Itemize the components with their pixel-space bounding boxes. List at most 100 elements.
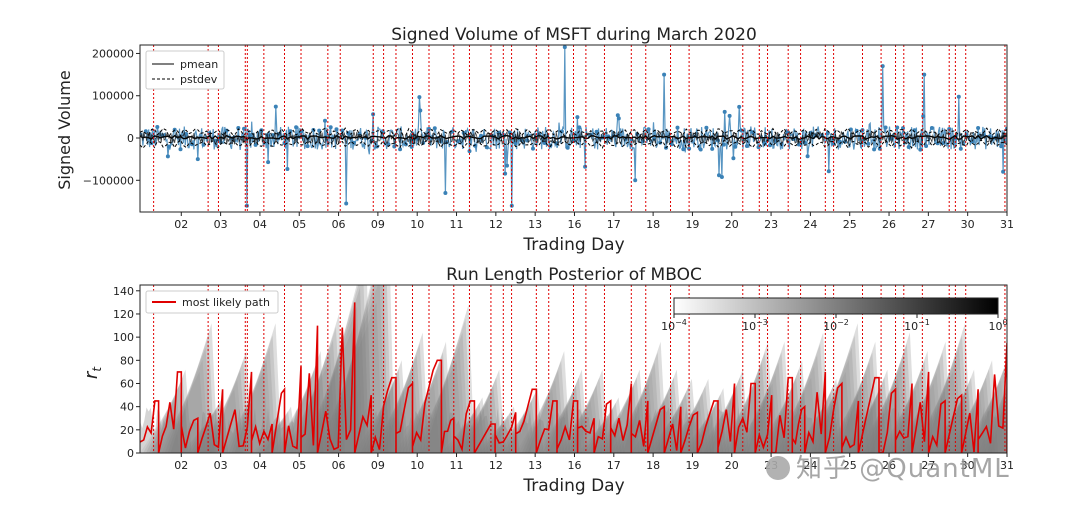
- top-y-tick-label: 100000: [92, 90, 134, 103]
- posterior-fan: [415, 346, 466, 453]
- bottom-x-tick-label: 27: [921, 459, 935, 472]
- posterior-fan: [521, 370, 565, 453]
- signed-volume-point: [294, 125, 299, 130]
- signed-volume-point: [165, 154, 170, 159]
- posterior-fan: [398, 373, 443, 453]
- signed-volume-point: [633, 178, 638, 183]
- posterior-fan: [918, 347, 966, 453]
- posterior-fan: [518, 379, 562, 453]
- bottom-x-tick-label: 20: [725, 459, 739, 472]
- signed-volume-point: [737, 104, 742, 109]
- signed-volume-point: [344, 201, 349, 206]
- top-legend: pmean pstdev: [145, 50, 225, 90]
- signed-volume-point: [583, 164, 588, 169]
- posterior-fan: [536, 400, 576, 453]
- posterior-fan: [631, 400, 671, 453]
- bottom-y-tick-label: 0: [127, 447, 134, 460]
- signed-volume-point: [733, 144, 738, 149]
- top-x-tick-label: 30: [961, 218, 975, 231]
- signed-volume-point: [744, 144, 749, 148]
- signed-volume-point: [288, 129, 293, 134]
- bottom-y-tick-label: 120: [113, 308, 134, 321]
- bottom-x-tick-label: 19: [685, 459, 699, 472]
- bottom-chart-title: Run Length Posterior of MBOC: [446, 265, 702, 285]
- signed-volume-point: [731, 156, 736, 161]
- signed-volume-point: [266, 160, 271, 165]
- colorbar-tick-label: 10−1: [904, 318, 930, 333]
- colorbar-tick-label: 100: [988, 318, 1007, 333]
- posterior-fan: [254, 419, 288, 453]
- signed-volume-point: [719, 175, 724, 179]
- posterior-fan: [653, 392, 692, 453]
- bottom-x-tick-label: 25: [843, 459, 857, 472]
- bottom-plot-area: 0 20 40 60 80 100 120 140 02 03 04 05 06 09 10 11 12 13 16…: [113, 284, 1014, 472]
- signed-volume-point: [956, 94, 961, 99]
- signed-volume-point: [351, 140, 356, 145]
- posterior-fan: [161, 359, 209, 453]
- most-likely-path-line: [140, 302, 1007, 453]
- posterior-fan: [888, 360, 931, 453]
- watermark: 知乎 @QuantML: [766, 448, 1010, 485]
- posterior-fan: [764, 369, 806, 453]
- top-legend-label: pmean: [180, 58, 218, 71]
- top-x-tick-label: 13: [528, 218, 542, 231]
- top-x-tick-label: 10: [410, 218, 424, 231]
- top-x-tick-label: 16: [567, 218, 581, 231]
- signed-volume-point: [562, 45, 567, 50]
- signed-volume-point: [403, 142, 408, 147]
- posterior-fan: [647, 406, 686, 453]
- posterior-fan: [706, 377, 746, 453]
- top-x-tick-label: 04: [253, 218, 267, 231]
- signed-volume-point: [918, 147, 923, 152]
- top-x-tick-label: 05: [292, 218, 306, 231]
- bottom-y-tick-label: 40: [120, 401, 134, 414]
- signed-volume-point: [1001, 169, 1006, 174]
- posterior-fan: [483, 411, 517, 453]
- posterior-fan: [164, 347, 212, 453]
- bottom-x-tick-label: 05: [292, 459, 306, 472]
- posterior-fan: [954, 369, 996, 453]
- bottom-x-tick-label: 18: [646, 459, 660, 472]
- signed-volume-point: [646, 127, 651, 132]
- signed-volume-point: [921, 114, 926, 119]
- posterior-fan: [383, 332, 429, 453]
- posterior-fan: [870, 332, 916, 453]
- posterior-fan: [363, 369, 405, 453]
- posterior-fan: [841, 400, 882, 453]
- signed-volume-point: [467, 149, 472, 154]
- bottom-y-tick-label: 60: [120, 377, 134, 390]
- posterior-fan: [792, 406, 831, 453]
- posterior-fan: [453, 397, 489, 453]
- signed-volume-point: [854, 128, 859, 133]
- top-x-tick-label: 24: [803, 218, 817, 231]
- posterior-fan: [981, 385, 1007, 453]
- bottom-x-tick-label: 16: [567, 459, 581, 472]
- top-x-tick-label: 11: [450, 218, 464, 231]
- bottom-inner: [140, 285, 1007, 453]
- signed-volume-point: [473, 143, 478, 148]
- top-x-tick-label: 06: [332, 218, 346, 231]
- posterior-fan: [371, 377, 417, 453]
- posterior-fan: [366, 360, 408, 453]
- posterior-fan: [834, 352, 879, 453]
- signed-volume-point: [906, 145, 911, 149]
- posterior-fan: [495, 412, 532, 453]
- colorbar-strip: [673, 297, 999, 315]
- signed-volume-point: [531, 146, 535, 151]
- signed-volume-point: [681, 147, 686, 152]
- posterior-fan: [709, 369, 749, 453]
- signed-volume-point: [432, 126, 437, 131]
- bottom-x-tick-label: 09: [371, 459, 385, 472]
- signed-volume-point: [155, 125, 160, 129]
- signed-volume-point: [427, 126, 431, 131]
- signed-volume-point: [929, 126, 934, 130]
- top-x-tick-label: 03: [214, 218, 228, 231]
- top-x-tick-label: 20: [725, 218, 739, 231]
- bottom-x-tick-label: 24: [803, 459, 817, 472]
- posterior-fan: [580, 413, 616, 453]
- top-inner: [140, 45, 1007, 212]
- posterior-fan: [740, 362, 785, 453]
- signed-volume-point: [615, 113, 620, 118]
- signed-volume-point: [970, 139, 975, 144]
- bottom-y-tick-label: 80: [120, 354, 134, 367]
